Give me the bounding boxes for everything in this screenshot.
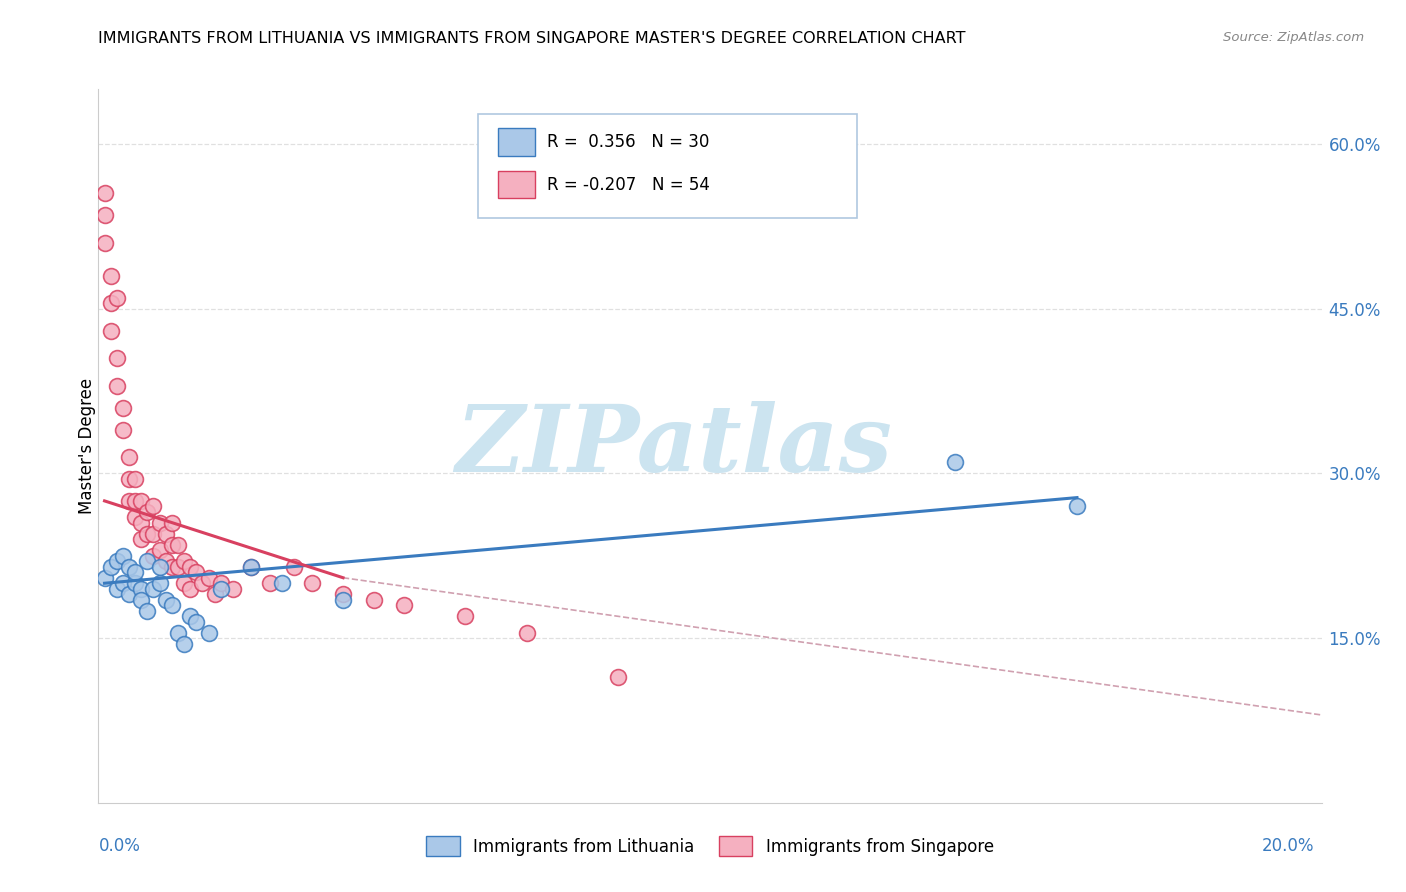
Point <box>149 543 172 558</box>
Point <box>191 576 214 591</box>
Point <box>155 526 177 541</box>
Point <box>173 637 195 651</box>
Point <box>516 625 538 640</box>
Point <box>111 423 134 437</box>
Point <box>118 494 141 508</box>
Point <box>129 582 152 596</box>
Point <box>186 615 208 629</box>
Point <box>129 516 152 530</box>
Point <box>118 472 141 486</box>
Point <box>173 576 195 591</box>
Point <box>111 576 134 591</box>
Point <box>149 576 172 591</box>
Text: R =  0.356   N = 30: R = 0.356 N = 30 <box>547 133 710 151</box>
Point <box>129 592 152 607</box>
Point <box>209 582 232 596</box>
Point <box>129 494 152 508</box>
Point <box>124 510 146 524</box>
Point <box>167 559 190 574</box>
Y-axis label: Master's Degree: Master's Degree <box>79 378 96 514</box>
Point <box>93 235 115 250</box>
Point <box>149 516 172 530</box>
Point <box>136 554 159 568</box>
Point <box>136 526 159 541</box>
Point <box>186 566 208 580</box>
Point <box>607 669 630 683</box>
Point <box>93 186 115 201</box>
Point <box>105 351 128 366</box>
Point <box>142 549 165 563</box>
Point <box>93 571 115 585</box>
Point <box>167 625 190 640</box>
Point <box>118 559 141 574</box>
Point <box>124 472 146 486</box>
Point <box>124 566 146 580</box>
Point <box>454 609 477 624</box>
Point <box>240 559 263 574</box>
Point <box>100 559 122 574</box>
Point <box>270 576 292 591</box>
Point <box>160 559 183 574</box>
Point <box>332 592 354 607</box>
Point <box>105 582 128 596</box>
Point <box>179 609 201 624</box>
Point <box>136 604 159 618</box>
Text: 20.0%: 20.0% <box>1263 837 1315 855</box>
Point <box>204 587 226 601</box>
Text: Source: ZipAtlas.com: Source: ZipAtlas.com <box>1223 31 1364 45</box>
Point <box>167 538 190 552</box>
Point <box>179 582 201 596</box>
Legend: Immigrants from Lithuania, Immigrants from Singapore: Immigrants from Lithuania, Immigrants fr… <box>419 830 1001 863</box>
Point <box>209 576 232 591</box>
Point <box>118 450 141 464</box>
Point <box>105 554 128 568</box>
Point <box>124 576 146 591</box>
Point <box>142 500 165 514</box>
Point <box>93 209 115 223</box>
Point <box>179 559 201 574</box>
Point <box>142 526 165 541</box>
Point <box>118 587 141 601</box>
FancyBboxPatch shape <box>478 114 856 218</box>
Point <box>363 592 385 607</box>
Point <box>155 592 177 607</box>
Text: 0.0%: 0.0% <box>98 837 141 855</box>
Point <box>111 549 134 563</box>
Point <box>259 576 281 591</box>
Point <box>283 559 305 574</box>
Point <box>197 571 219 585</box>
Point <box>136 505 159 519</box>
Text: IMMIGRANTS FROM LITHUANIA VS IMMIGRANTS FROM SINGAPORE MASTER'S DEGREE CORRELATI: IMMIGRANTS FROM LITHUANIA VS IMMIGRANTS … <box>98 31 966 46</box>
Point <box>173 554 195 568</box>
Point <box>392 598 416 612</box>
Point <box>160 516 183 530</box>
Point <box>142 582 165 596</box>
Point <box>1066 500 1088 514</box>
Text: R = -0.207   N = 54: R = -0.207 N = 54 <box>547 176 710 194</box>
Point <box>105 378 128 392</box>
Point <box>124 494 146 508</box>
Point <box>332 587 354 601</box>
Text: ZIPatlas: ZIPatlas <box>454 401 891 491</box>
Point <box>197 625 219 640</box>
Point <box>160 538 183 552</box>
Point <box>240 559 263 574</box>
Point <box>155 554 177 568</box>
Point <box>160 598 183 612</box>
FancyBboxPatch shape <box>498 171 536 198</box>
Point <box>105 291 128 305</box>
FancyBboxPatch shape <box>498 128 536 155</box>
Point <box>111 401 134 415</box>
Point <box>149 559 172 574</box>
Point <box>100 296 122 310</box>
Point <box>129 533 152 547</box>
Point <box>100 268 122 283</box>
Point <box>943 455 966 469</box>
Point <box>100 324 122 338</box>
Point <box>301 576 323 591</box>
Point <box>222 582 245 596</box>
